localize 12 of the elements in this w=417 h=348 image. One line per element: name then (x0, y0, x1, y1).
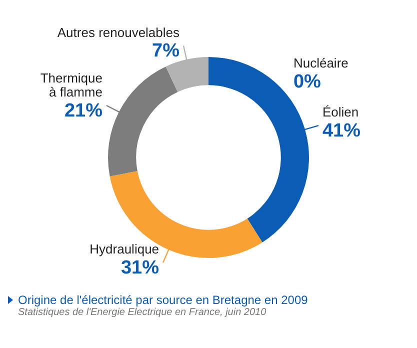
data-label: 41% (322, 120, 361, 142)
slice-label: Autres renouvelables (57, 24, 180, 40)
data-label: 7% (152, 40, 180, 62)
category-label: Nucléaire (293, 56, 348, 71)
text: Statistiques de l'Energie Electrique en France, juin 2010 (18, 307, 268, 318)
text: Origine de l'électricité par source en Bretagne en 2009 (18, 293, 308, 307)
data-label: 21% (64, 100, 103, 122)
slice-label: Hydraulique (90, 242, 160, 257)
slice-label: Thermique à flamme (40, 70, 102, 100)
data-label: 31% (120, 257, 160, 278)
slice-label: Éolien (322, 104, 359, 120)
text: 0% (293, 71, 321, 92)
